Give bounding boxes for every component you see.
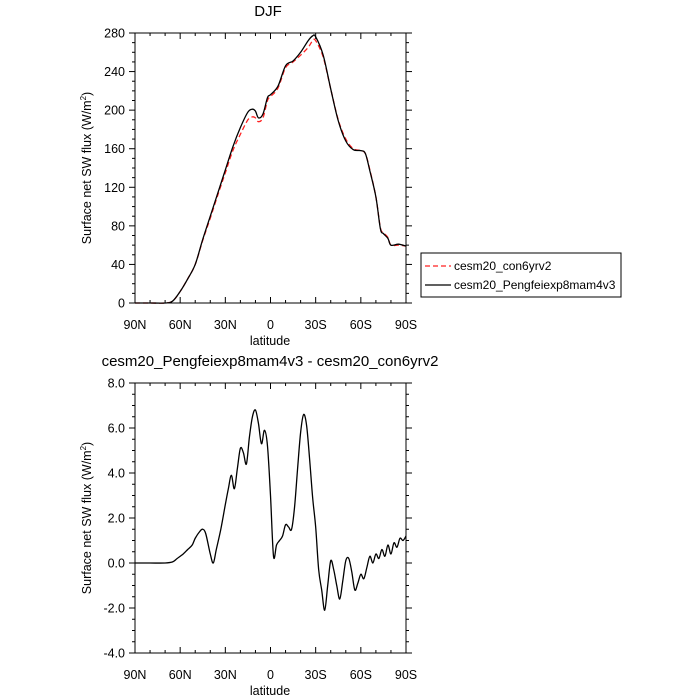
x-tick-label: 60N bbox=[169, 318, 192, 332]
top-chart-title: DJF bbox=[254, 3, 282, 20]
x-tick-label: 30S bbox=[305, 318, 327, 332]
x-tick-label: 0 bbox=[267, 668, 274, 682]
bottom-panel-difference: cesm20_Pengfeiexp8mam4v3 - cesm20_con6yr… bbox=[79, 353, 438, 698]
top-y-ticks: 0 40 80 120 160 200 240 280 bbox=[104, 27, 412, 311]
bottom-y-axis-label: Surface net SW flux (W/m2) bbox=[79, 442, 94, 594]
top-y-label-superscript: 2 bbox=[79, 95, 88, 100]
x-tick-label: 90S bbox=[395, 668, 417, 682]
top-panel-djf-flux: DJF 90N 60N 30N 0 30S 60S 90S 0 40 80 120 160 200 24… bbox=[79, 3, 622, 348]
x-tick-label: 90N bbox=[124, 668, 147, 682]
bottom-x-axis-label: latitude bbox=[250, 684, 290, 698]
y-tick-label: 0.0 bbox=[108, 557, 125, 571]
bottom-x-ticks: 90N 60N 30N 0 30S 60S 90S bbox=[124, 383, 417, 682]
y-tick-label: 200 bbox=[104, 104, 125, 118]
legend-box bbox=[420, 252, 622, 298]
legend: cesm20_con6yrv2 cesm20_Pengfeiexp8mam4v3 bbox=[420, 252, 622, 298]
bottom-plot-area bbox=[134, 409, 407, 611]
bottom-y-label-superscript: 2 bbox=[79, 445, 88, 450]
x-tick-label: 90N bbox=[124, 318, 147, 332]
x-tick-label: 60S bbox=[350, 318, 372, 332]
top-plot-frame bbox=[134, 32, 407, 304]
x-tick-label: 60S bbox=[350, 668, 372, 682]
y-tick-label: 40 bbox=[111, 258, 125, 272]
series-line-difference bbox=[134, 409, 407, 611]
y-tick-label: 6.0 bbox=[108, 422, 125, 436]
y-tick-label: -4.0 bbox=[103, 647, 125, 661]
top-x-axis-label: latitude bbox=[250, 334, 290, 348]
y-tick-label: 160 bbox=[104, 142, 125, 156]
bottom-y-ticks: -4.0 -2.0 0.0 2.0 4.0 6.0 8.0 bbox=[103, 377, 412, 661]
legend-label-pengfeiexp8mam4v3: cesm20_Pengfeiexp8mam4v3 bbox=[454, 278, 616, 292]
top-y-axis-label: Surface net SW flux (W/m2) bbox=[79, 92, 94, 244]
series-line-cesm20_con6yrv2 bbox=[135, 38, 407, 304]
x-tick-label: 60N bbox=[169, 668, 192, 682]
y-tick-label: 0 bbox=[118, 297, 125, 311]
y-tick-label: 4.0 bbox=[108, 467, 125, 481]
legend-label-con6yrv2: cesm20_con6yrv2 bbox=[454, 259, 552, 273]
bottom-chart-title: cesm20_Pengfeiexp8mam4v3 - cesm20_con6yr… bbox=[102, 353, 439, 370]
x-tick-label: 30N bbox=[214, 318, 237, 332]
x-tick-label: 30S bbox=[305, 668, 327, 682]
top-y-label-main: Surface net SW flux (W/m bbox=[80, 100, 94, 244]
y-tick-label: 2.0 bbox=[108, 512, 125, 526]
y-tick-label: 240 bbox=[104, 65, 125, 79]
y-tick-label: 120 bbox=[104, 181, 125, 195]
top-plot-area bbox=[135, 34, 407, 304]
y-tick-label: 80 bbox=[111, 219, 125, 233]
bottom-y-label-close: ) bbox=[80, 442, 94, 446]
series-line-cesm20_Pengfeiexp8mam4v3 bbox=[135, 34, 407, 304]
y-tick-label: -2.0 bbox=[103, 602, 125, 616]
bottom-plot-frame bbox=[134, 382, 407, 654]
x-tick-label: 90S bbox=[395, 318, 417, 332]
x-tick-label: 30N bbox=[214, 668, 237, 682]
y-tick-label: 280 bbox=[104, 27, 125, 41]
x-tick-label: 0 bbox=[267, 318, 274, 332]
top-y-label-close: ) bbox=[80, 92, 94, 96]
bottom-y-label-main: Surface net SW flux (W/m bbox=[80, 450, 94, 594]
top-x-ticks: 90N 60N 30N 0 30S 60S 90S bbox=[124, 33, 417, 332]
y-tick-label: 8.0 bbox=[108, 377, 125, 391]
